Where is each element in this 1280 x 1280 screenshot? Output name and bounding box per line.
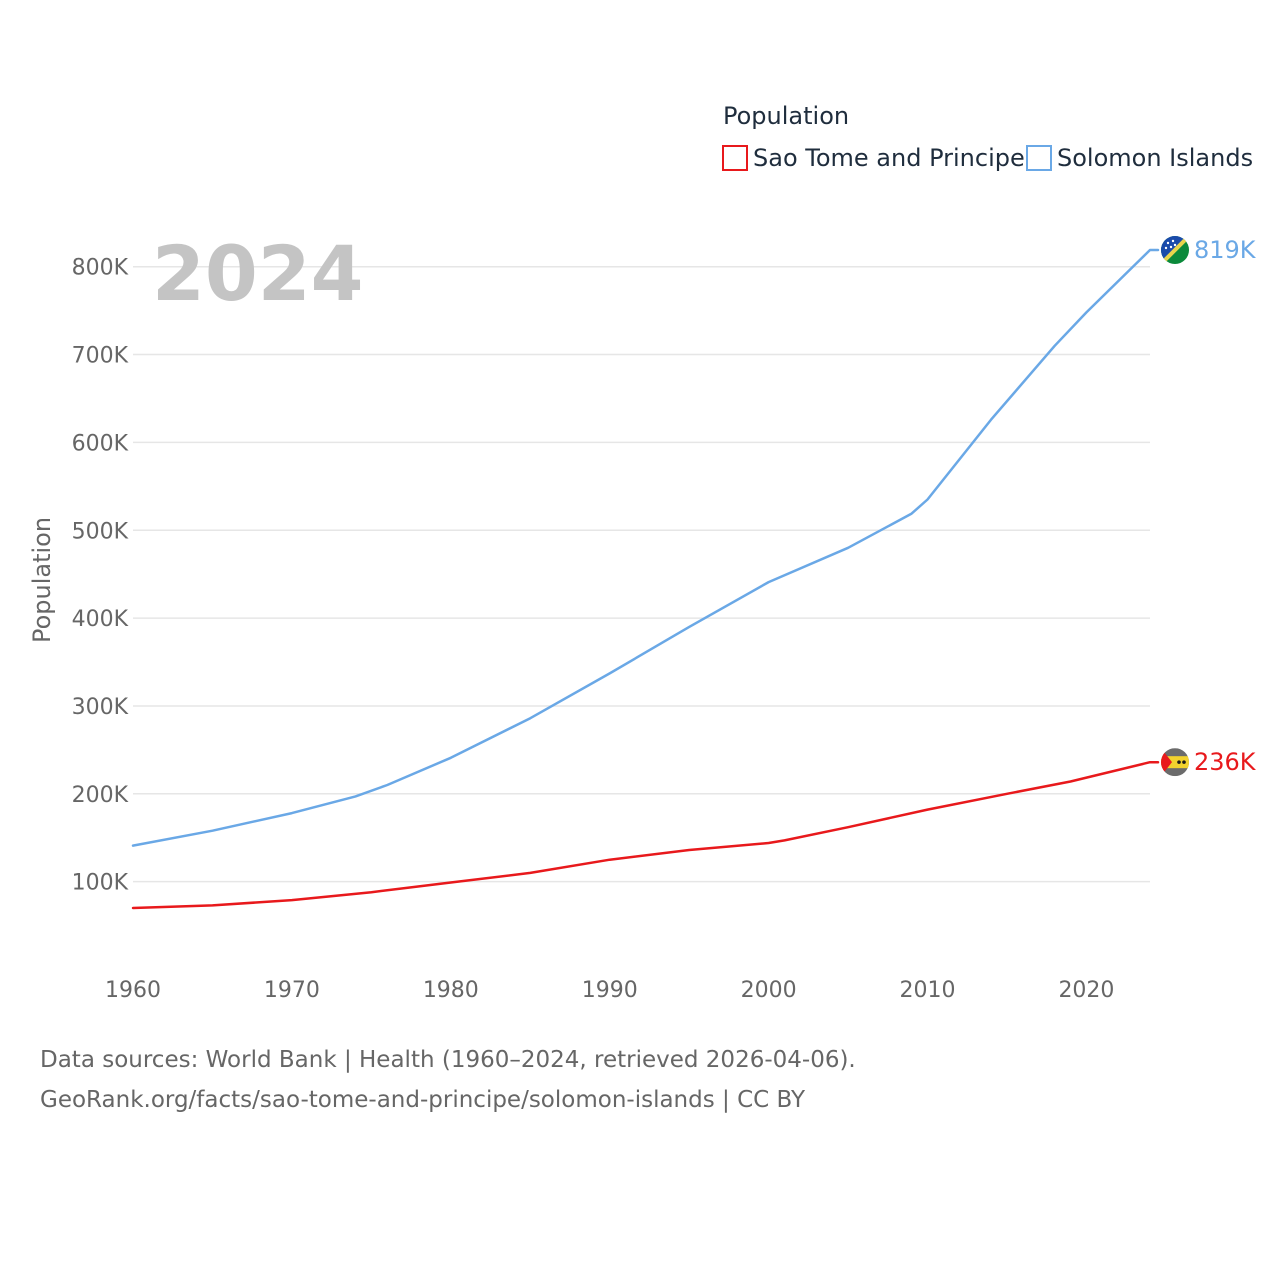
legend-item-solomon-islands[interactable]: Solomon Islands [1026,144,1253,172]
y-tick-label-300k: 300K [72,695,129,720]
legend-title: Population [723,102,849,130]
end-label-solomon-islands: 819K [1194,236,1257,264]
flag-body-sao-tome-and-principe [1161,748,1189,777]
flag-body-solomon-islands [1161,236,1189,265]
source-line-link[interactable]: GeoRank.org/facts/sao-tome-and-principe/… [40,1087,806,1113]
legend-item-sao-tome-and-principe[interactable]: Sao Tome and Principe [722,144,1025,172]
x-tick-label-1970: 1970 [264,978,320,1003]
flag-star-4 [1173,243,1177,247]
year-label: 2024 [152,229,364,318]
flag-star-2 [1164,246,1168,250]
y-axis-ticks: 100K 200K 300K 400K 500K 600K 700K 800K [72,256,129,896]
source-line-data: Data sources: World Bank | Health (1960–… [40,1047,856,1073]
flag-star-3 [1169,245,1173,249]
x-tick-label-2000: 2000 [741,978,797,1003]
end-label-sao-tome-and-principe: 236K [1194,748,1257,776]
y-tick-label-800k: 800K [72,256,129,281]
gridlines [133,265,1150,883]
x-axis-ticks: 1960 1970 1980 1990 2000 2010 2020 [105,978,1114,1003]
flag-sao-tome-and-principe-icon [1161,748,1189,777]
flag-solomon-islands-icon [1161,236,1189,265]
source-note: Data sources: World Bank | Health (1960–… [40,1040,856,1120]
y-tick-label-200k: 200K [72,783,129,808]
y-tick-label-700k: 700K [72,344,129,369]
y-tick-label-600k: 600K [72,431,129,456]
x-tick-label-2020: 2020 [1058,978,1114,1003]
x-tick-label-2010: 2010 [900,978,956,1003]
flag-star-2 [1182,760,1186,764]
legend-label-solomon-islands: Solomon Islands [1057,144,1253,172]
y-tick-label-100k: 100K [72,871,129,896]
legend-label-sao-tome-and-principe: Sao Tome and Principe [753,144,1025,172]
y-axis-title: Population [28,517,56,643]
legend-swatch-sao-tome-and-principe [722,145,748,171]
x-tick-label-1990: 1990 [582,978,638,1003]
y-tick-label-500k: 500K [72,519,129,544]
series-lines [131,248,1160,910]
flag-stripe-yellow [1161,236,1189,265]
flag-star-1 [1171,239,1175,243]
flag-star-1 [1177,760,1181,764]
series-line-sao-tome-and-principe [131,760,1160,910]
legend[interactable]: Population Sao Tome and Principe Solomon… [722,102,1253,172]
series-end-markers: 236K 819K [1161,236,1257,777]
legend-swatch-solomon-islands [1026,145,1052,171]
series-line-solomon-islands [131,248,1160,847]
x-tick-label-1960: 1960 [105,978,161,1003]
x-tick-label-1980: 1980 [423,978,479,1003]
flag-triangle-red [1161,748,1172,777]
y-tick-label-400k: 400K [72,607,129,632]
flag-star-0 [1166,241,1170,245]
